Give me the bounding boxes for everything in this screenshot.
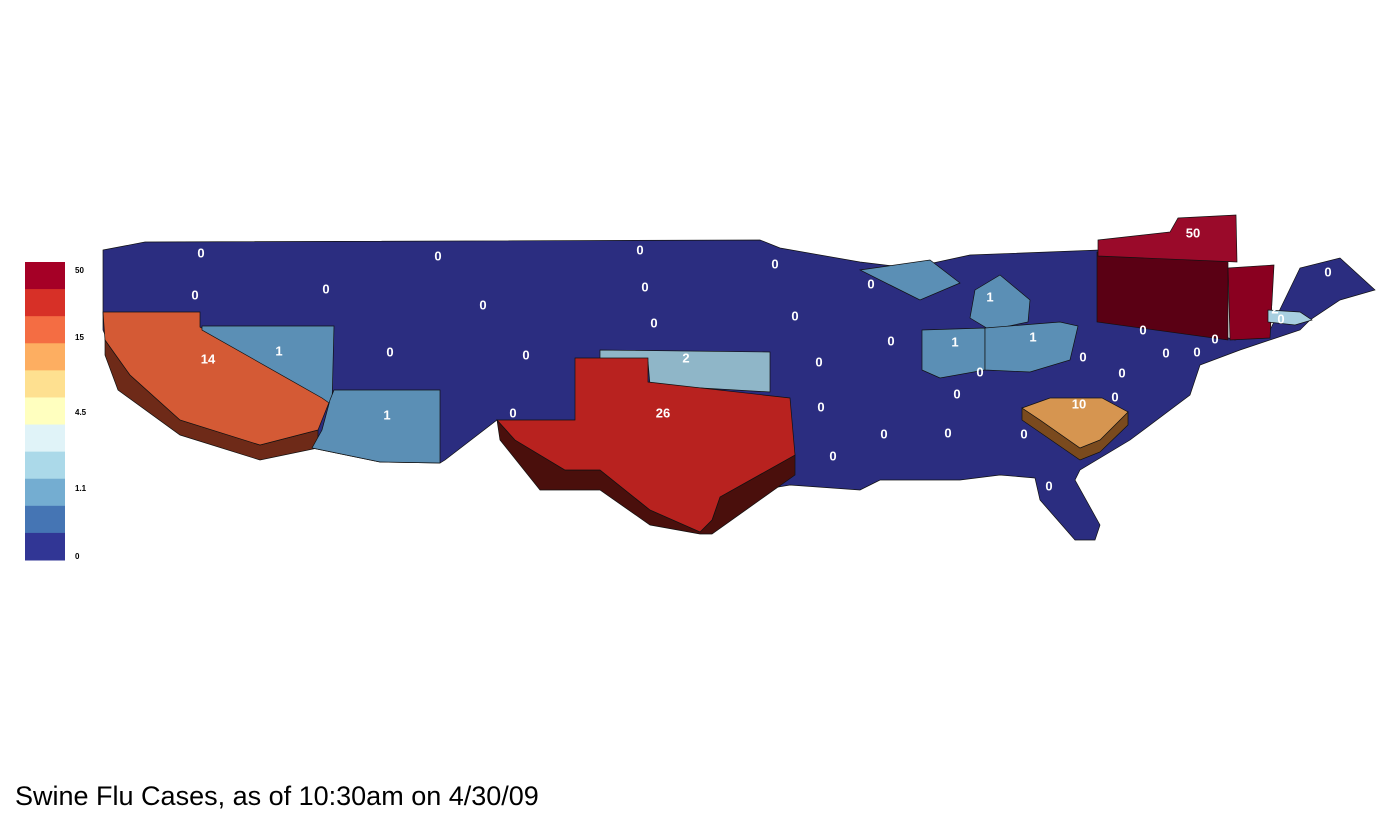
- state-value-label: 1: [383, 407, 390, 422]
- state: [984, 321, 1079, 373]
- state: [1227, 264, 1275, 341]
- state-value-label: 0: [815, 354, 822, 369]
- state-value-label: 0: [522, 347, 529, 362]
- state-value-label: 0: [641, 279, 648, 294]
- state: [102, 311, 331, 446]
- state-value-label: 2: [682, 350, 689, 365]
- map-title: Swine Flu Cases, as of 10:30am on 4/30/0…: [15, 781, 539, 811]
- state-value-label: 10: [1072, 396, 1086, 411]
- legend-swatch: [25, 316, 65, 344]
- state-value-label: 0: [191, 287, 198, 302]
- state-value-label: 14: [201, 351, 216, 366]
- state-value-label: 0: [479, 297, 486, 312]
- state: [921, 327, 986, 379]
- state-value-label: 0: [867, 276, 874, 291]
- state-value-label: 0: [636, 242, 643, 257]
- legend-swatch: [25, 262, 65, 290]
- state-value-label: 0: [1111, 389, 1118, 404]
- state: [311, 389, 441, 464]
- state-value-label: 0: [650, 315, 657, 330]
- state: [1267, 309, 1313, 326]
- legend-swatch: [25, 532, 65, 561]
- legend-swatch: [25, 424, 65, 453]
- legend-swatch: [25, 289, 65, 317]
- state-value-label: 0: [829, 448, 836, 463]
- state-value-label: 0: [1079, 349, 1086, 364]
- state-value-label: 0: [1277, 311, 1284, 326]
- state: [858, 259, 961, 301]
- state-value-label: 0: [791, 308, 798, 323]
- state-value-label: 0: [976, 364, 983, 379]
- state-value-label: 0: [197, 245, 204, 260]
- state-value-label: 0: [1118, 365, 1125, 380]
- state-value-label: 50: [1186, 225, 1200, 240]
- state-value-label: 0: [386, 344, 393, 359]
- state-value-label: 0: [1162, 345, 1169, 360]
- state: [969, 274, 1031, 331]
- state-value-label: 0: [1139, 322, 1146, 337]
- state-value-label: 1: [951, 334, 958, 349]
- state-value-label: 0: [322, 281, 329, 296]
- legend-swatch: [25, 370, 65, 398]
- legend-label: 4.5: [75, 408, 87, 417]
- state-value-label: 0: [509, 405, 516, 420]
- state-value-label: 0: [1324, 264, 1331, 279]
- state-value-label: 0: [1020, 426, 1027, 441]
- legend-swatch: [25, 505, 65, 534]
- state-value-label: 1: [986, 289, 993, 304]
- state: [496, 357, 796, 533]
- state-value-label: 0: [1193, 344, 1200, 359]
- us-map: [102, 214, 1376, 541]
- state-value-label: 0: [1273, 287, 1280, 302]
- legend-label: 0: [75, 552, 80, 561]
- state-value-label: 0: [434, 248, 441, 263]
- legend-swatch: [25, 478, 65, 507]
- state: [1021, 397, 1129, 449]
- state-value-label: 26: [656, 405, 670, 420]
- state-value-label: 0: [771, 256, 778, 271]
- state-value-label: 0: [1211, 331, 1218, 346]
- state-value-label: 0: [887, 333, 894, 348]
- state-value-label: 0: [1045, 478, 1052, 493]
- legend-swatch: [25, 343, 65, 371]
- state-value-label: 0: [953, 386, 960, 401]
- legend-swatch: [25, 451, 65, 480]
- state: [1097, 214, 1238, 263]
- state-value-label: 0: [880, 426, 887, 441]
- state: [201, 325, 335, 406]
- legend-label: 50: [75, 266, 84, 275]
- legend-swatch: [25, 397, 65, 426]
- legend-label: 1.1: [75, 484, 87, 493]
- state-value-label: 0: [944, 425, 951, 440]
- legend-label: 15: [75, 333, 84, 342]
- state-value-label: 1: [1029, 329, 1036, 344]
- state-value-label: 2: [1271, 301, 1278, 316]
- state-value-label: 1: [275, 343, 282, 358]
- state-value-label: 0: [817, 399, 824, 414]
